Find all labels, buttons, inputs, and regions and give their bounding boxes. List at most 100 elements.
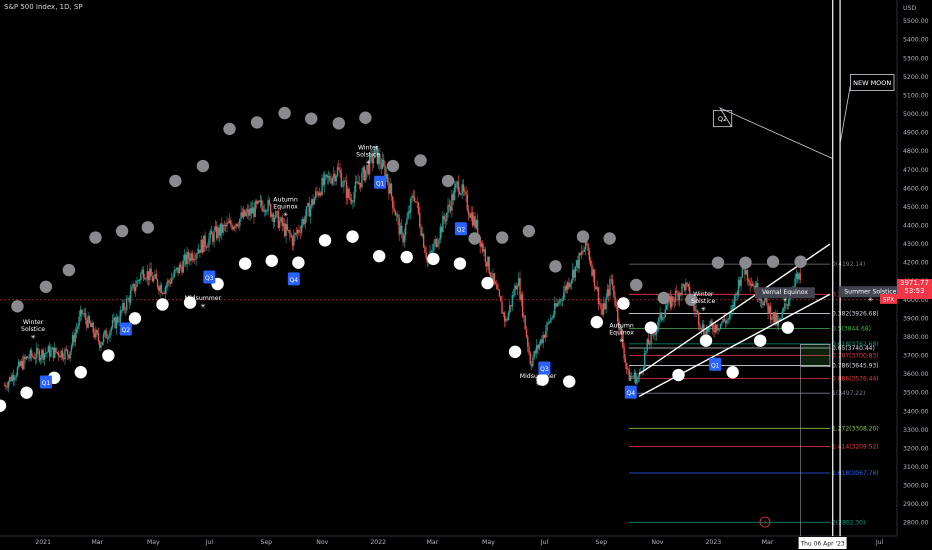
grey-dot (414, 154, 427, 167)
candle-body (290, 235, 292, 238)
candle-body (329, 176, 331, 181)
candle-body (7, 381, 10, 388)
y-tick-label: 4900.00 (903, 130, 929, 137)
candle-body (421, 234, 424, 236)
candle-body (158, 287, 160, 292)
candle-body (469, 214, 471, 218)
candle-body (110, 327, 112, 332)
candle-body (587, 244, 589, 251)
candle-body (91, 322, 93, 327)
candle-body (90, 322, 92, 327)
candle-body (722, 318, 724, 323)
candle-body (173, 270, 175, 277)
white-dot (536, 373, 549, 386)
candle-body (519, 278, 521, 300)
grey-dot (169, 174, 182, 188)
white-dot (372, 249, 386, 263)
candle-body (713, 330, 715, 333)
candle-body (272, 213, 274, 223)
candle-body (307, 203, 309, 207)
candle-body (404, 224, 407, 236)
fib-level-label: 0.65(3740.44) (832, 345, 875, 352)
candle-body (42, 349, 44, 360)
candle-body (543, 335, 546, 338)
candle-body (417, 202, 420, 214)
candle-body (631, 375, 633, 377)
candle-body (118, 321, 120, 323)
season-label: Vernal Equinox (762, 289, 808, 296)
candle-body (578, 253, 580, 269)
candle-body (129, 290, 132, 303)
candle-body (451, 194, 453, 211)
y-tick-label: 4400.00 (903, 222, 929, 229)
candle-body (255, 201, 258, 204)
candle-body (406, 218, 408, 225)
candle-body (217, 227, 219, 239)
candle-body (683, 284, 686, 291)
candle-body (179, 264, 182, 267)
candle-body (767, 303, 769, 314)
candle-body (780, 317, 782, 320)
candle-body (72, 335, 74, 346)
candle-body (740, 276, 742, 286)
season-label: Autumn (609, 323, 634, 330)
candle-body (25, 356, 28, 359)
candle-body (453, 187, 456, 201)
candle-body (159, 285, 161, 292)
candle-body (127, 298, 129, 299)
candle-body (239, 218, 241, 227)
quarter-badge-label: Q1 (42, 380, 51, 387)
candle-body (503, 312, 506, 322)
candle-body (52, 347, 55, 358)
candle-body (525, 329, 528, 337)
y-tick-label: 5400.00 (903, 37, 929, 44)
candle-body (524, 315, 526, 330)
candle-body (724, 321, 727, 324)
candle-body (21, 361, 24, 370)
candle-body (618, 320, 620, 330)
candle-body (530, 364, 533, 367)
candle-body (728, 313, 731, 319)
candle-body (172, 276, 174, 279)
candle-body (101, 341, 103, 345)
candle-body (627, 368, 629, 371)
candle-body (452, 194, 454, 201)
candle-body (596, 287, 598, 290)
candle-body (219, 223, 222, 236)
candle-body (321, 177, 323, 196)
x-tick-label: May (482, 539, 495, 546)
candle-body (232, 227, 235, 230)
y-tick-label: 4500.00 (903, 204, 929, 211)
candle-body (510, 305, 512, 307)
candle-body (659, 312, 661, 318)
channel-line (638, 293, 831, 398)
candle-body (30, 350, 33, 357)
candle-body (338, 167, 340, 170)
candle-body (438, 239, 440, 244)
candle-body (458, 191, 461, 195)
candle-body (500, 296, 502, 302)
candle-body (37, 348, 39, 351)
candle-body (367, 164, 370, 174)
candle-body (5, 385, 7, 388)
white-dot (128, 312, 142, 325)
candle-body (70, 345, 73, 352)
candle-body (435, 239, 438, 247)
x-tick-label: Sep (596, 539, 608, 546)
candle-body (676, 290, 678, 293)
candle-body (186, 252, 188, 265)
candle-body (546, 322, 548, 331)
candle-body (363, 167, 366, 181)
candle-body (771, 318, 773, 320)
candle-body (322, 177, 325, 185)
candle-body (331, 177, 334, 184)
candle-body (570, 279, 573, 284)
candle-body (762, 302, 764, 306)
candle-body (188, 258, 191, 261)
candle-body (398, 217, 400, 235)
candle-body (240, 212, 242, 219)
candle-body (681, 284, 683, 295)
candle-body (776, 314, 778, 326)
